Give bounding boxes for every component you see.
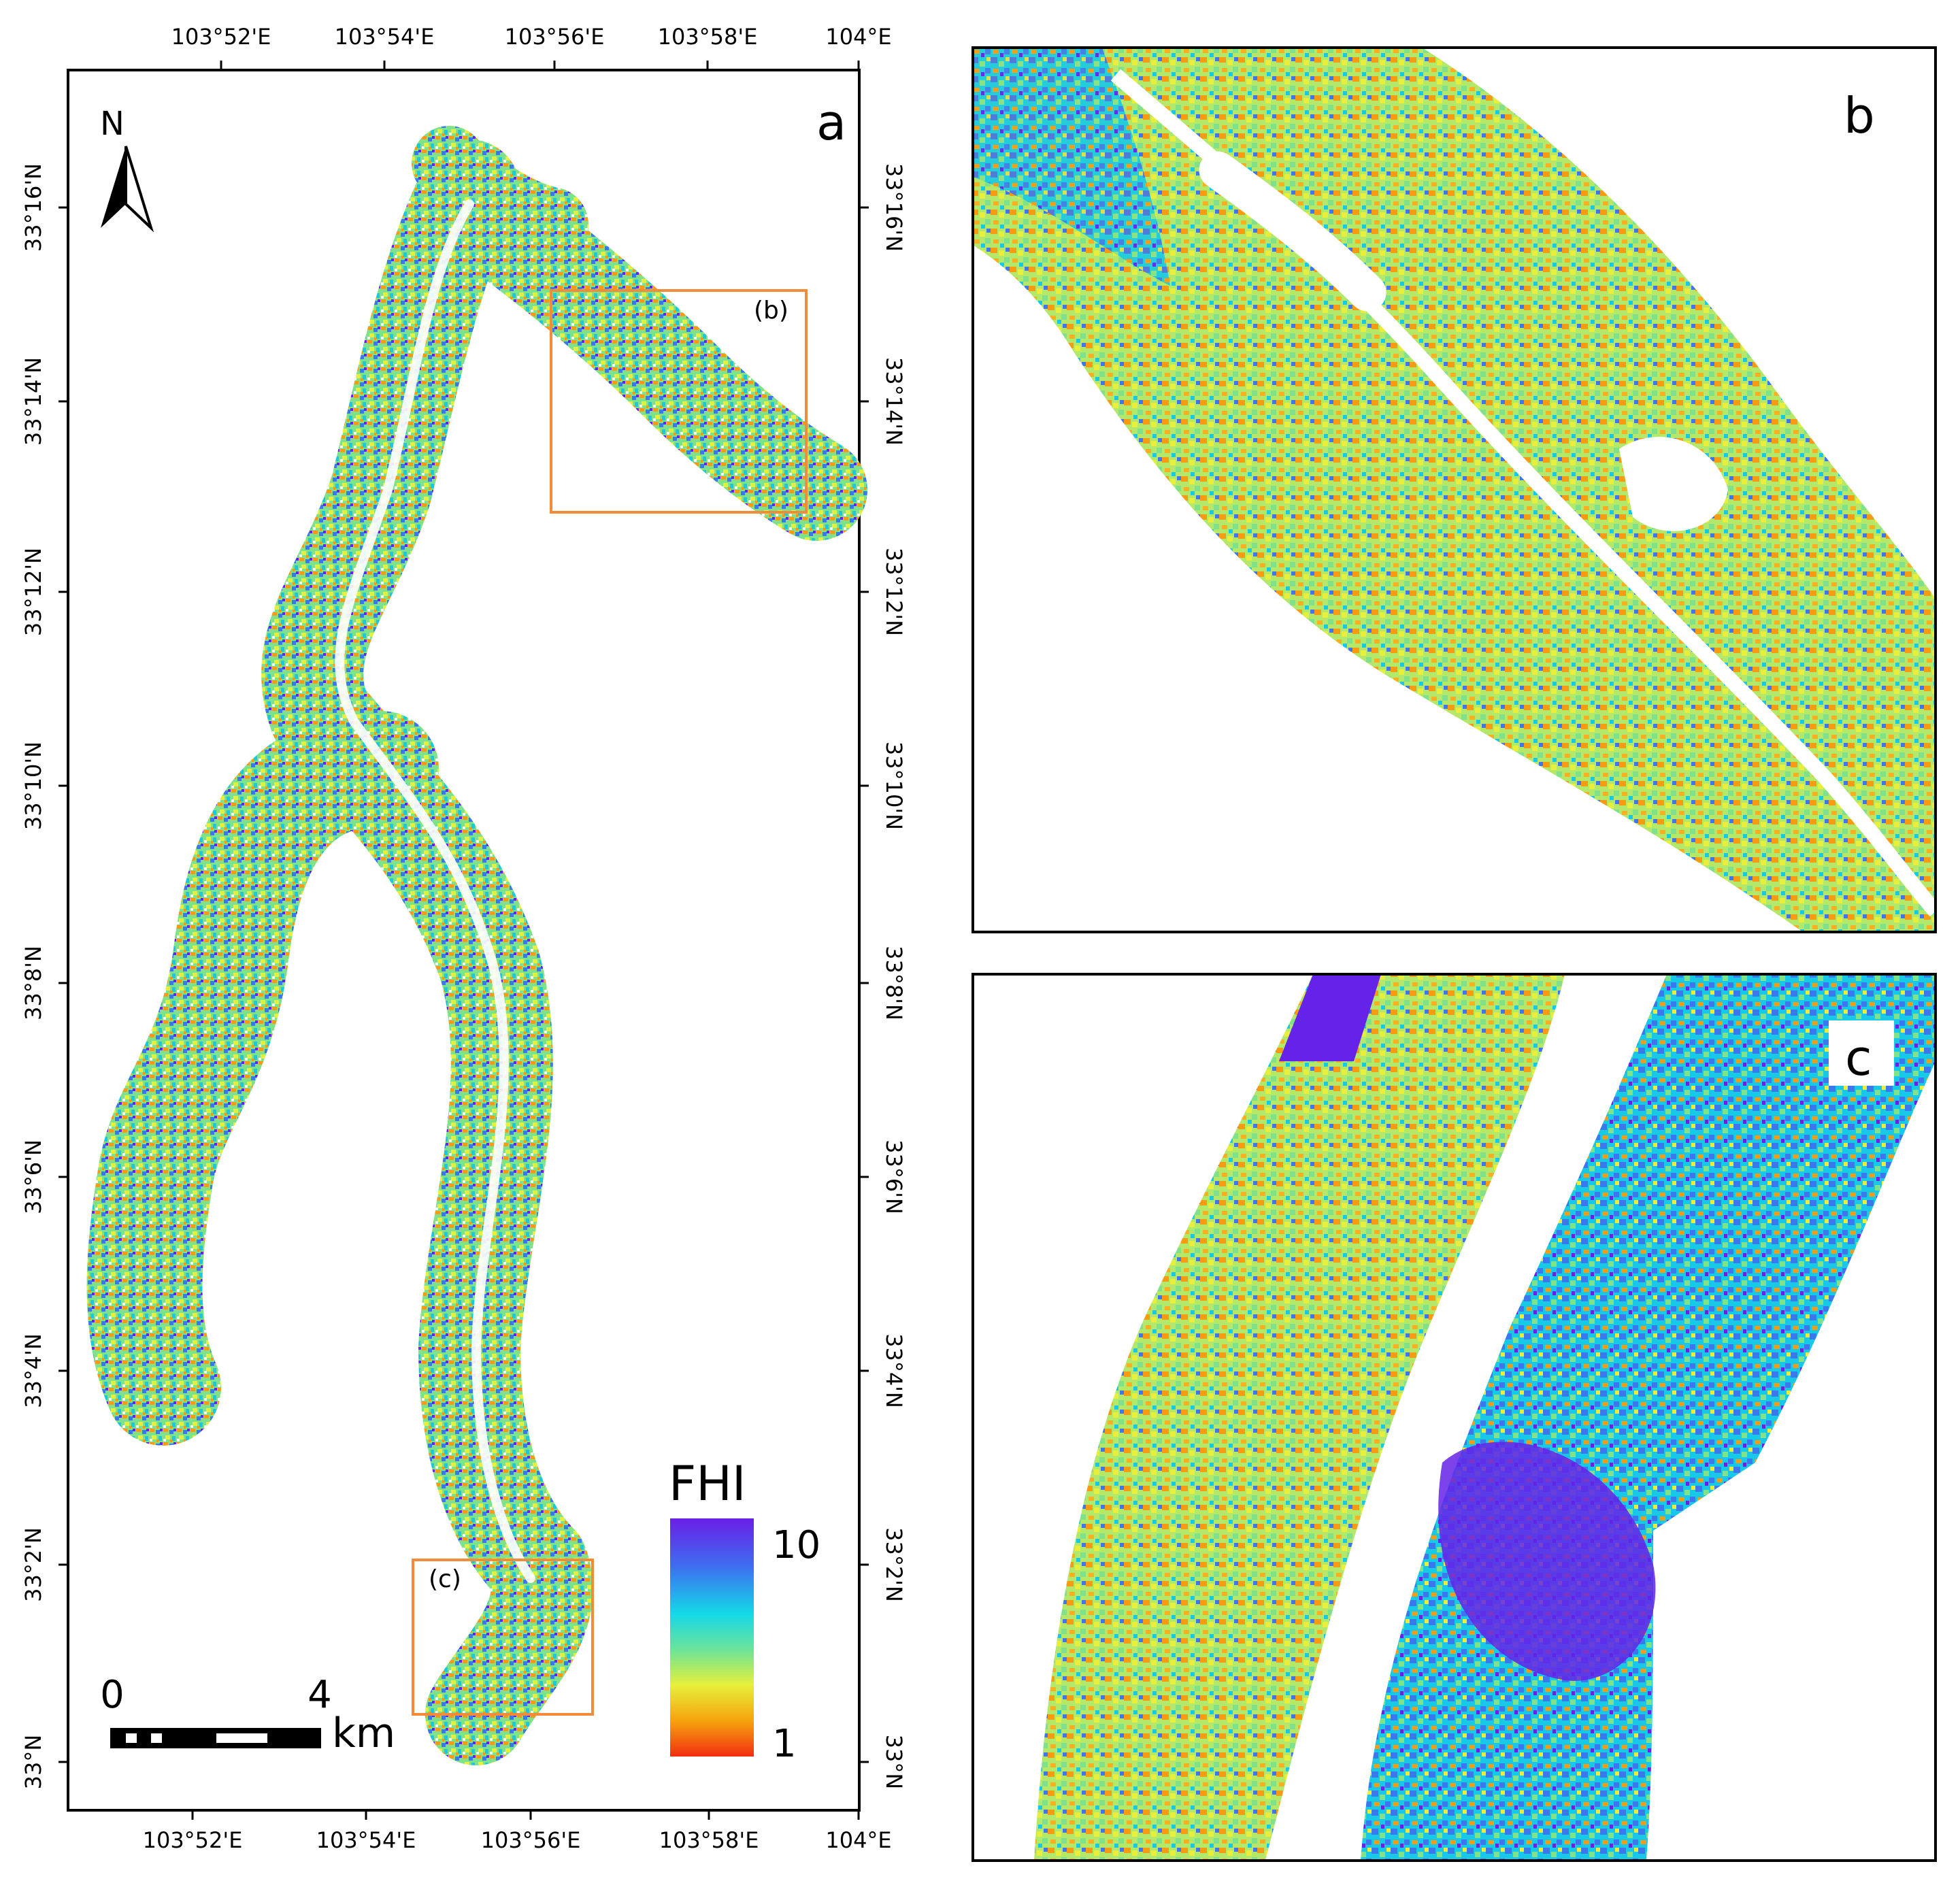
panel-b-hillslope-blue xyxy=(973,48,1170,286)
legend-title: FHI xyxy=(669,1456,746,1512)
north-arrow-icon-outline xyxy=(124,146,154,233)
north-arrow: N xyxy=(100,105,154,233)
inset-c-box[interactable] xyxy=(412,1559,594,1716)
y-tick-label-left: 33°4'N xyxy=(20,1333,46,1408)
x-tick-label-bottom: 103°54'E xyxy=(316,1827,416,1853)
panel-c-raster xyxy=(1034,974,1936,1861)
y-tick-label-right: 33°10'N xyxy=(881,742,907,830)
legend: FHI 10 1 xyxy=(669,1456,820,1766)
y-tick-label-right: 33°16'N xyxy=(881,163,907,252)
x-tick-label-bottom: 103°52'E xyxy=(143,1827,243,1853)
y-tick-label-right: 33°12'N xyxy=(881,548,907,636)
y-tick-label-right: 33°6'N xyxy=(881,1139,907,1214)
panel-b-valley xyxy=(973,48,1936,932)
x-tick-label-top: 103°52'E xyxy=(171,24,271,50)
x-tick-label-bottom: 104°E xyxy=(825,1827,891,1853)
y-tick-label-left: 33°6'N xyxy=(20,1139,46,1214)
panel-c-label-bg xyxy=(1829,1020,1894,1086)
panel-a-axes: 103°52'E 103°52'E 103°54'E 103°54'E 103°56'E… xyxy=(20,24,907,1853)
legend-colorbar xyxy=(670,1518,754,1757)
panel-a-label: a xyxy=(816,94,846,151)
scale-bar-tick xyxy=(126,1733,137,1743)
x-tick-label-top: 103°54'E xyxy=(335,24,435,50)
panel-b: b xyxy=(971,46,1937,933)
legend-max-label: 10 xyxy=(772,1523,820,1567)
y-tick-label-left: 33°12'N xyxy=(20,548,46,636)
y-tick-label-right: 33°14'N xyxy=(881,357,907,446)
y-tick-label-left: 33°16'N xyxy=(20,163,46,252)
river-channel xyxy=(335,199,535,1583)
scale-bar-start: 0 xyxy=(100,1673,124,1717)
panel-a: (b) (c) a N 0 4 km FHI 10 1 103° xyxy=(20,24,907,1853)
panel-b-label: b xyxy=(1844,87,1875,144)
study-area-raster xyxy=(86,126,867,1765)
north-arrow-icon xyxy=(101,146,126,228)
valley-strip-north xyxy=(412,126,588,262)
x-tick-label-top: 103°58'E xyxy=(658,24,758,50)
panel-b-raster xyxy=(973,48,1936,932)
y-tick-label-left: 33°2'N xyxy=(20,1527,46,1602)
legend-min-label: 1 xyxy=(772,1722,797,1766)
north-label: N xyxy=(100,105,124,143)
panel-c-label: c xyxy=(1845,1029,1872,1086)
scale-bar-bar xyxy=(110,1728,321,1748)
y-tick-label-left: 33°10'N xyxy=(20,742,46,830)
scale-bar-tick xyxy=(216,1733,267,1743)
y-tick-label-left: 33°8'N xyxy=(20,946,46,1020)
y-tick-label-right: 33°8'N xyxy=(881,946,907,1020)
x-tick-label-bottom: 103°58'E xyxy=(659,1827,759,1853)
inset-c-label: (c) xyxy=(429,1565,461,1593)
panel-c-frame xyxy=(971,973,1937,1862)
x-tick-label-top: 103°56'E xyxy=(505,24,605,50)
y-tick-label-right: 33°4'N xyxy=(881,1333,907,1408)
valley-strip-west xyxy=(86,711,439,1446)
panel-b-clearing xyxy=(1619,437,1728,531)
y-tick-label-right: 33°N xyxy=(881,1735,907,1790)
inset-b-label: (b) xyxy=(754,297,788,324)
inset-b-box[interactable] xyxy=(550,289,808,514)
y-tick-label-left: 33°N xyxy=(20,1735,46,1790)
x-tick-label-top: 104°E xyxy=(825,24,891,50)
panel-b-frame xyxy=(971,46,1937,933)
scale-bar-tick xyxy=(151,1733,162,1743)
scale-bar: 0 4 km xyxy=(100,1673,395,1757)
panel-c-left-slope xyxy=(1034,974,1565,1861)
panel-c: c xyxy=(971,973,1937,1862)
scale-bar-end: 4 xyxy=(308,1673,332,1717)
y-tick-label-left: 33°14'N xyxy=(20,357,46,446)
panel-c-violet-patch xyxy=(1438,1442,1656,1681)
scale-bar-unit: km xyxy=(332,1710,395,1757)
x-tick-label-bottom: 103°56'E xyxy=(481,1827,581,1853)
panel-b-river-wide xyxy=(1199,151,1386,312)
y-tick-label-right: 33°2'N xyxy=(881,1527,907,1602)
panel-c-violet-top xyxy=(1279,974,1381,1061)
